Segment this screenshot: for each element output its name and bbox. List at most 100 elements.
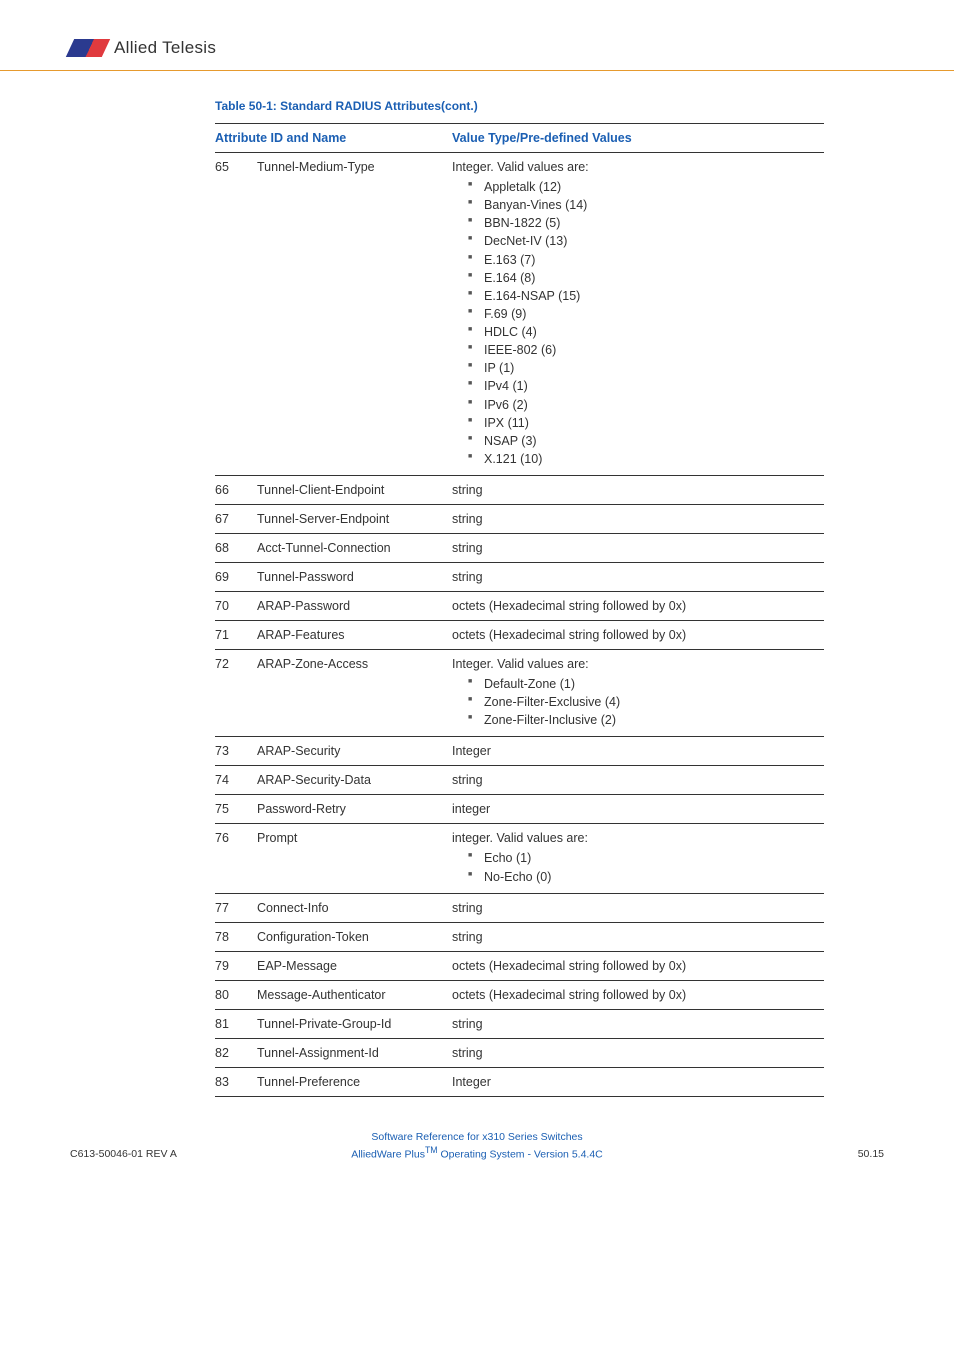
value-list-item: E.163 (7) bbox=[468, 251, 820, 269]
table-row: 73ARAP-SecurityInteger bbox=[215, 737, 824, 766]
footer-page-number: 50.15 bbox=[858, 1148, 884, 1160]
value-list-item: DecNet-IV (13) bbox=[468, 232, 820, 250]
attribute-id: 83 bbox=[215, 1067, 257, 1096]
header-attribute-id-name: Attribute ID and Name bbox=[215, 124, 452, 153]
value-list-item: F.69 (9) bbox=[468, 305, 820, 323]
header-value-type: Value Type/Pre-defined Values bbox=[452, 124, 824, 153]
attribute-id: 78 bbox=[215, 922, 257, 951]
value-list-item: Echo (1) bbox=[468, 849, 820, 867]
table-row: 83Tunnel-PreferenceInteger bbox=[215, 1067, 824, 1096]
value-list: Default-Zone (1)Zone-Filter-Exclusive (4… bbox=[452, 675, 820, 729]
attribute-value: Integer bbox=[452, 737, 824, 766]
attribute-value: string bbox=[452, 766, 824, 795]
attribute-id: 67 bbox=[215, 505, 257, 534]
attribute-value: string bbox=[452, 893, 824, 922]
value-list-item: NSAP (3) bbox=[468, 432, 820, 450]
attribute-name: ARAP-Zone-Access bbox=[257, 650, 452, 737]
value-list-item: IPv4 (1) bbox=[468, 377, 820, 395]
value-list-item: E.164 (8) bbox=[468, 269, 820, 287]
attribute-id: 72 bbox=[215, 650, 257, 737]
table-row: 82Tunnel-Assignment-Idstring bbox=[215, 1038, 824, 1067]
table-row: 66Tunnel-Client-Endpointstring bbox=[215, 476, 824, 505]
attribute-name: Connect-Info bbox=[257, 893, 452, 922]
value-list-item: HDLC (4) bbox=[468, 323, 820, 341]
attribute-name: Password-Retry bbox=[257, 795, 452, 824]
value-list-item: Zone-Filter-Inclusive (2) bbox=[468, 711, 820, 729]
attribute-value: string bbox=[452, 505, 824, 534]
attribute-name: Configuration-Token bbox=[257, 922, 452, 951]
attribute-value: octets (Hexadecimal string followed by 0… bbox=[452, 980, 824, 1009]
attribute-value: Integer. Valid values are:Appletalk (12)… bbox=[452, 153, 824, 476]
table-row: 72ARAP-Zone-AccessInteger. Valid values … bbox=[215, 650, 824, 737]
attribute-id: 82 bbox=[215, 1038, 257, 1067]
attribute-id: 79 bbox=[215, 951, 257, 980]
attribute-value: octets (Hexadecimal string followed by 0… bbox=[452, 621, 824, 650]
attribute-value: string bbox=[452, 922, 824, 951]
attribute-id: 77 bbox=[215, 893, 257, 922]
value-list-item: Banyan-Vines (14) bbox=[468, 196, 820, 214]
attribute-value: Integer bbox=[452, 1067, 824, 1096]
attribute-id: 73 bbox=[215, 737, 257, 766]
attribute-id: 71 bbox=[215, 621, 257, 650]
value-list-item: IPv6 (2) bbox=[468, 396, 820, 414]
logo-mark-icon bbox=[66, 39, 110, 57]
footer-tm: TM bbox=[425, 1145, 438, 1155]
value-list-item: Default-Zone (1) bbox=[468, 675, 820, 693]
attribute-value: string bbox=[452, 534, 824, 563]
table-row: 69Tunnel-Passwordstring bbox=[215, 563, 824, 592]
attribute-value: octets (Hexadecimal string followed by 0… bbox=[452, 951, 824, 980]
page-footer: Software Reference for x310 Series Switc… bbox=[0, 1117, 954, 1167]
attribute-name: Acct-Tunnel-Connection bbox=[257, 534, 452, 563]
table-row: 80Message-Authenticatoroctets (Hexadecim… bbox=[215, 980, 824, 1009]
attribute-name: Prompt bbox=[257, 824, 452, 893]
attribute-name: Tunnel-Assignment-Id bbox=[257, 1038, 452, 1067]
footer-product: AlliedWare Plus bbox=[351, 1148, 425, 1160]
table-row: 71ARAP-Featuresoctets (Hexadecimal strin… bbox=[215, 621, 824, 650]
attribute-id: 75 bbox=[215, 795, 257, 824]
attribute-id: 66 bbox=[215, 476, 257, 505]
attribute-name: Tunnel-Password bbox=[257, 563, 452, 592]
table-row: 79EAP-Messageoctets (Hexadecimal string … bbox=[215, 951, 824, 980]
logo-text: Allied Telesis bbox=[114, 38, 216, 58]
attribute-name: Tunnel-Server-Endpoint bbox=[257, 505, 452, 534]
attribute-value: string bbox=[452, 1009, 824, 1038]
value-intro: integer. Valid values are: bbox=[452, 831, 820, 845]
attribute-id: 80 bbox=[215, 980, 257, 1009]
attribute-id: 76 bbox=[215, 824, 257, 893]
table-row: 65Tunnel-Medium-TypeInteger. Valid value… bbox=[215, 153, 824, 476]
page-header: Allied Telesis bbox=[0, 0, 954, 71]
table-row: 68Acct-Tunnel-Connectionstring bbox=[215, 534, 824, 563]
value-intro: Integer. Valid values are: bbox=[452, 657, 820, 671]
attribute-id: 68 bbox=[215, 534, 257, 563]
attribute-value: string bbox=[452, 563, 824, 592]
attribute-value: integer bbox=[452, 795, 824, 824]
value-list-item: E.164-NSAP (15) bbox=[468, 287, 820, 305]
attribute-name: ARAP-Security-Data bbox=[257, 766, 452, 795]
table-row: 70ARAP-Passwordoctets (Hexadecimal strin… bbox=[215, 592, 824, 621]
main-content: Table 50-1: Standard RADIUS Attributes(c… bbox=[0, 71, 954, 1117]
attribute-name: Tunnel-Medium-Type bbox=[257, 153, 452, 476]
value-list-item: BBN-1822 (5) bbox=[468, 214, 820, 232]
attribute-name: Tunnel-Private-Group-Id bbox=[257, 1009, 452, 1038]
value-intro: Integer. Valid values are: bbox=[452, 160, 820, 174]
footer-version: Operating System - Version 5.4.4C bbox=[438, 1148, 603, 1160]
footer-revision: C613-50046-01 REV A bbox=[70, 1148, 177, 1160]
attribute-id: 74 bbox=[215, 766, 257, 795]
table-row: 76Promptinteger. Valid values are: Echo (… bbox=[215, 824, 824, 893]
table-row: 78Configuration-Tokenstring bbox=[215, 922, 824, 951]
attribute-name: Message-Authenticator bbox=[257, 980, 452, 1009]
value-list-item: IEEE-802 (6) bbox=[468, 341, 820, 359]
attribute-value: octets (Hexadecimal string followed by 0… bbox=[452, 592, 824, 621]
value-list-item: IPX (11) bbox=[468, 414, 820, 432]
attribute-id: 65 bbox=[215, 153, 257, 476]
attribute-name: ARAP-Password bbox=[257, 592, 452, 621]
attribute-id: 69 bbox=[215, 563, 257, 592]
value-list-item: No-Echo (0) bbox=[468, 868, 820, 886]
attribute-name: EAP-Message bbox=[257, 951, 452, 980]
value-list-item: IP (1) bbox=[468, 359, 820, 377]
attribute-name: Tunnel-Client-Endpoint bbox=[257, 476, 452, 505]
value-list-item: X.121 (10) bbox=[468, 450, 820, 468]
table-row: 67Tunnel-Server-Endpointstring bbox=[215, 505, 824, 534]
table-row: 77Connect-Infostring bbox=[215, 893, 824, 922]
attribute-value: string bbox=[452, 476, 824, 505]
